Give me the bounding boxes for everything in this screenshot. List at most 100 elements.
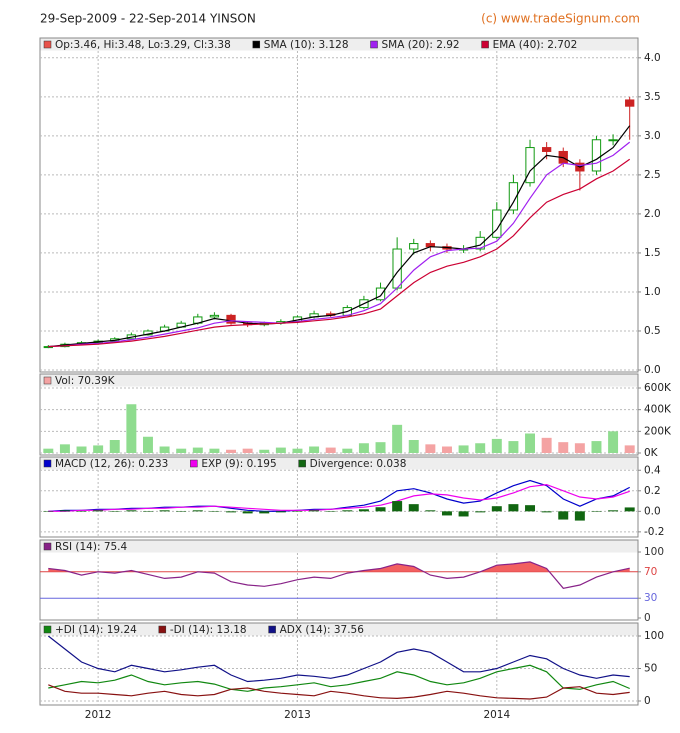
x-tick-label: 2014 bbox=[483, 709, 510, 721]
legend-swatch bbox=[43, 625, 52, 634]
legend-label: Vol: 70.39K bbox=[55, 375, 116, 387]
legend-swatch bbox=[43, 376, 52, 385]
y-tick-label: 50 bbox=[644, 663, 657, 675]
divergence-bar bbox=[491, 506, 502, 512]
divergence-bar bbox=[242, 511, 253, 514]
volume-bar bbox=[525, 433, 536, 453]
legend-label: RSI (14): 75.4 bbox=[55, 541, 128, 553]
y-tick-label: -0.2 bbox=[644, 526, 665, 538]
legend-strip bbox=[40, 457, 638, 470]
series-line bbox=[48, 684, 630, 700]
divergence-bar bbox=[408, 504, 419, 512]
divergence-bar bbox=[392, 501, 403, 512]
volume-bar bbox=[59, 444, 70, 453]
divergence-bar bbox=[508, 504, 519, 512]
y-tick-label: 30 bbox=[644, 592, 657, 604]
candle-body bbox=[508, 182, 519, 211]
y-tick-label: 3.0 bbox=[644, 130, 661, 142]
divergence-bar bbox=[209, 511, 220, 512]
volume-bar bbox=[325, 447, 336, 453]
legend-swatch bbox=[158, 625, 167, 634]
volume-bar bbox=[574, 443, 585, 453]
volume-bar bbox=[458, 445, 469, 453]
divergence-bar bbox=[375, 507, 386, 512]
volume-bar bbox=[126, 404, 137, 453]
divergence-bar bbox=[458, 511, 469, 517]
volume-bar bbox=[76, 446, 87, 453]
source: (c) www.tradeSignum.com bbox=[481, 12, 640, 26]
volume-bar bbox=[358, 443, 369, 453]
legend-swatch bbox=[43, 40, 52, 49]
plot bbox=[43, 96, 635, 349]
y-tick-label: 0.2 bbox=[644, 485, 661, 497]
y-tick-label: 2.5 bbox=[644, 169, 661, 181]
volume-bar bbox=[142, 436, 153, 453]
divergence-bar bbox=[275, 511, 286, 513]
series-line bbox=[48, 125, 631, 348]
divergence-bar bbox=[591, 511, 602, 512]
volume-bar bbox=[491, 438, 502, 453]
divergence-bar bbox=[159, 510, 170, 512]
volume-bar bbox=[375, 442, 386, 453]
volume-bar bbox=[392, 424, 403, 453]
legend-label: SMA (20): 2.92 bbox=[382, 39, 460, 51]
legend-label: Op:3.46, Hi:3.48, Lo:3.29, Cl:3.38 bbox=[55, 39, 231, 51]
series-line bbox=[48, 158, 631, 348]
legend-label: SMA (10): 3.128 bbox=[264, 39, 349, 51]
legend-swatch bbox=[370, 40, 378, 49]
legend-swatch bbox=[43, 542, 52, 551]
legend-strip bbox=[40, 374, 638, 387]
divergence-bar bbox=[574, 511, 585, 521]
chart-title: 29-Sep-2009 - 22-Sep-2014 YINSON bbox=[40, 12, 256, 26]
plot bbox=[48, 561, 630, 589]
divergence-bar bbox=[226, 511, 237, 513]
candle-body bbox=[375, 287, 386, 301]
volume-bar bbox=[159, 446, 170, 453]
candle-body bbox=[591, 139, 602, 172]
divergence-bar bbox=[192, 510, 203, 512]
divergence-bar bbox=[441, 511, 452, 516]
divergence-bar bbox=[309, 510, 320, 512]
candle-body bbox=[625, 99, 635, 107]
panel bbox=[39, 37, 639, 373]
y-tick-label: 70 bbox=[644, 566, 657, 578]
y-tick-label: 0.4 bbox=[644, 464, 661, 476]
plot bbox=[47, 636, 630, 700]
legend-strip bbox=[40, 540, 638, 553]
volume-bar bbox=[93, 445, 104, 453]
legend-label: Divergence: 0.038 bbox=[310, 458, 407, 470]
divergence-bar bbox=[425, 510, 436, 512]
divergence-bar bbox=[109, 511, 120, 512]
y-tick-label: 2.0 bbox=[644, 208, 661, 220]
divergence-bar bbox=[624, 507, 635, 512]
divergence-bar bbox=[59, 510, 70, 512]
legend-swatch bbox=[252, 40, 261, 49]
volume-bar bbox=[292, 448, 303, 453]
plot bbox=[43, 479, 635, 521]
candle-body bbox=[226, 314, 236, 324]
legend-label: EXP (9): 0.195 bbox=[201, 458, 276, 470]
volume-bar bbox=[309, 446, 320, 453]
volume-bar bbox=[558, 442, 569, 453]
legend-label: +DI (14): 19.24 bbox=[55, 624, 137, 636]
volume-bar bbox=[275, 447, 286, 453]
volume-bar bbox=[109, 440, 120, 453]
volume-bar bbox=[408, 440, 419, 453]
y-tick-label: 0 bbox=[644, 695, 651, 707]
x-tick-label: 2013 bbox=[284, 709, 311, 721]
series-line bbox=[47, 636, 630, 683]
volume-bar bbox=[441, 446, 452, 453]
volume-bar bbox=[176, 448, 187, 453]
legend-swatch bbox=[43, 459, 52, 468]
divergence-bar bbox=[93, 510, 104, 512]
divergence-bar bbox=[259, 511, 270, 514]
divergence-bar bbox=[608, 510, 619, 512]
divergence-bar bbox=[541, 511, 552, 513]
legend-label: -DI (14): 13.18 bbox=[170, 624, 247, 636]
y-tick-label: 0.0 bbox=[644, 505, 661, 517]
legend-label: MACD (12, 26): 0.233 bbox=[55, 458, 168, 470]
divergence-bar bbox=[142, 511, 153, 512]
legend-swatch bbox=[190, 459, 198, 468]
volume-bar bbox=[624, 445, 635, 453]
